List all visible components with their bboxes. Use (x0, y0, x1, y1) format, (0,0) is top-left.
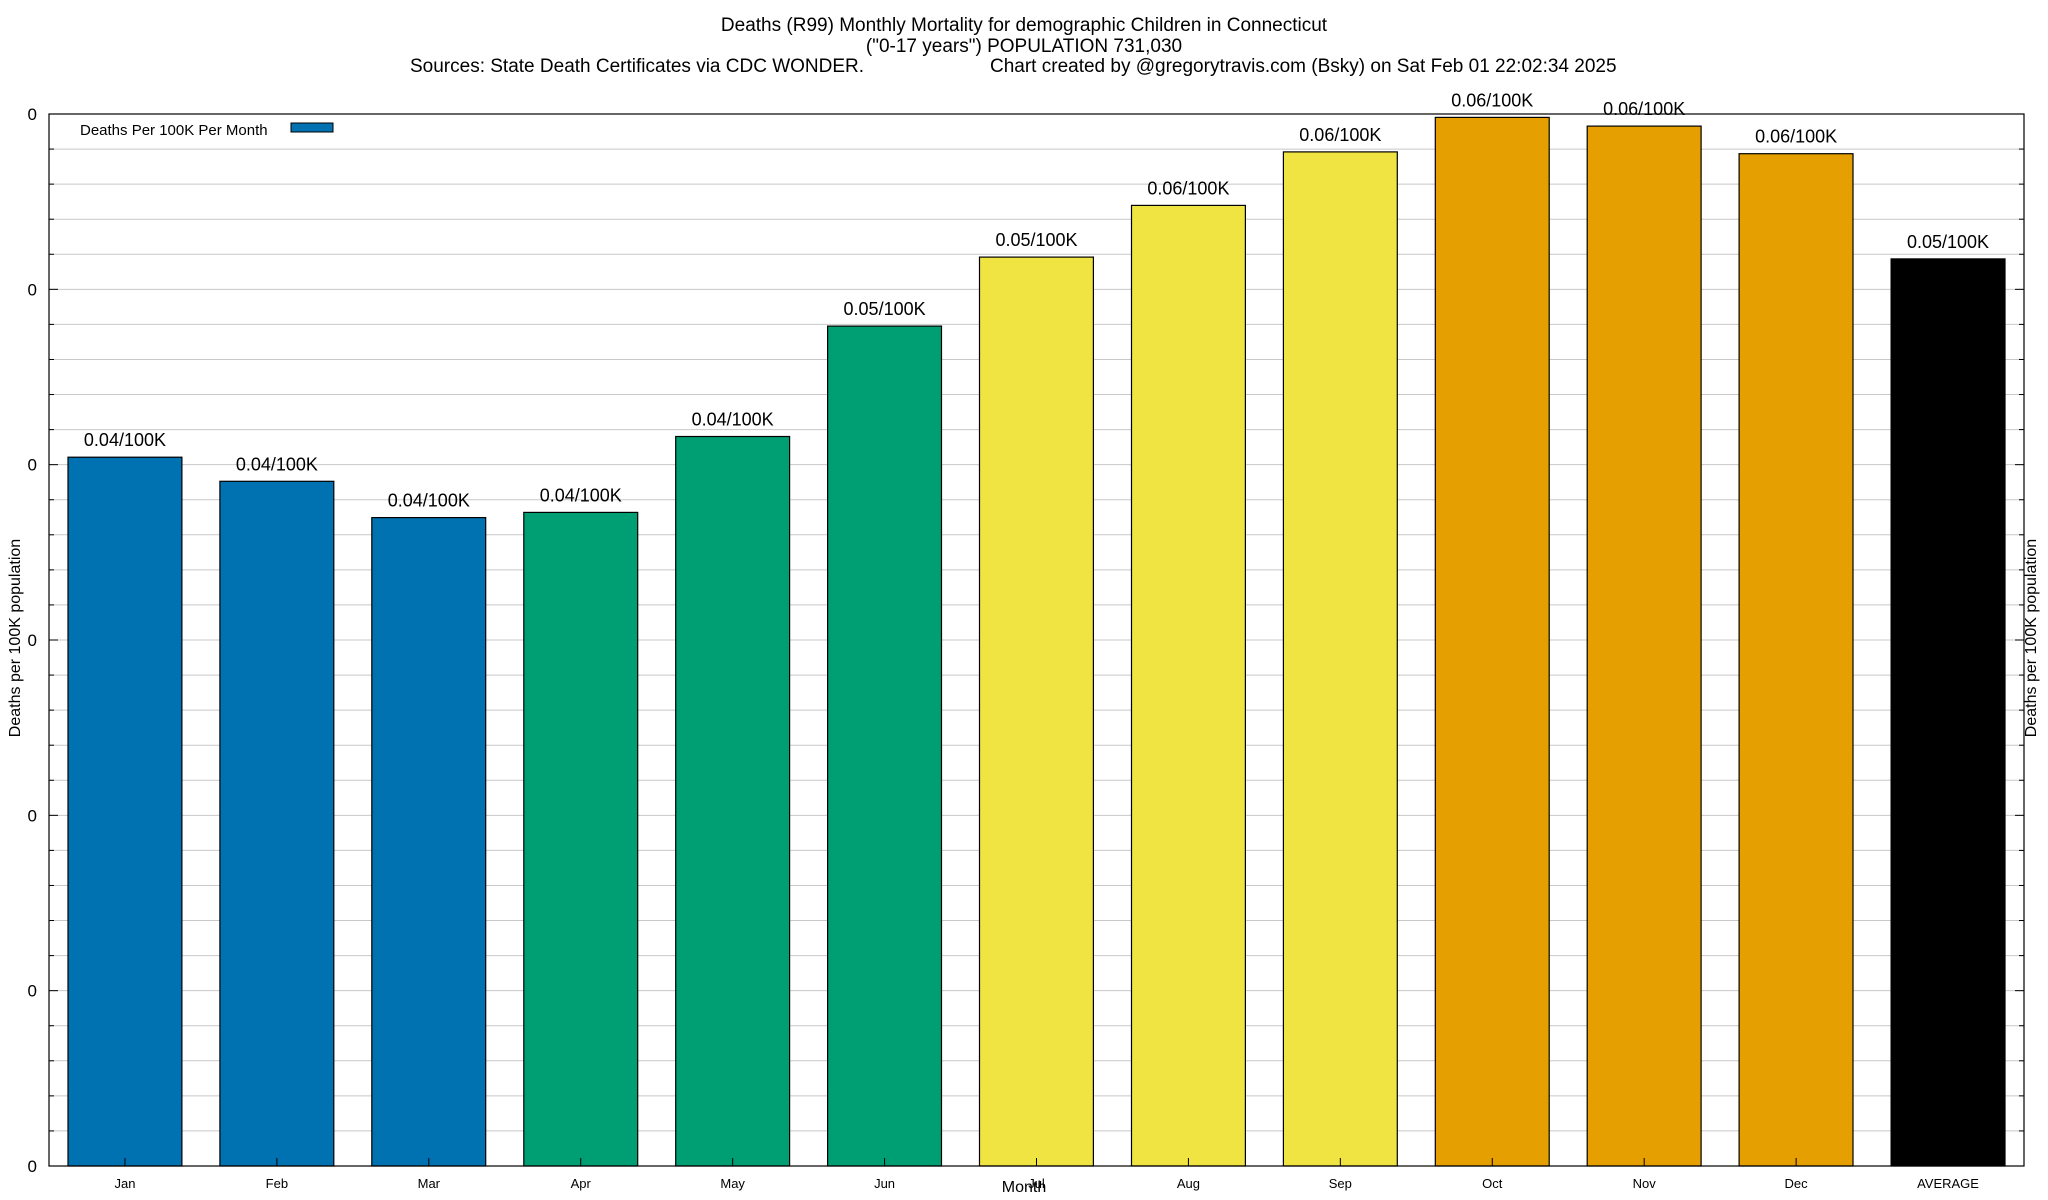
bar-aug (1130, 204, 1247, 1167)
bar-nov (1586, 125, 1702, 1167)
data-label: 0.04/100K (540, 485, 622, 505)
y-tick-label: 0 (28, 456, 37, 475)
x-tick-label: Aug (1177, 1176, 1200, 1191)
data-label: 0.04/100K (388, 491, 470, 511)
data-label: 0.06/100K (1451, 90, 1533, 110)
y-tick-label: 0 (28, 806, 37, 825)
chart-title-line-2: ("0-17 years") POPULATION 731,030 (866, 36, 1182, 57)
x-tick-label: Dec (1785, 1176, 1809, 1191)
x-tick-label: Jan (114, 1176, 135, 1191)
bar-oct (1434, 116, 1550, 1167)
plot-frame (48, 113, 2025, 1167)
data-label: 0.05/100K (844, 299, 926, 319)
y-tick-label: 0 (28, 105, 37, 124)
legend-swatch (290, 122, 334, 133)
bar-may (675, 435, 791, 1167)
y-axis-label-left: Deaths per 100K population (7, 539, 24, 737)
bar-average (1890, 258, 2006, 1167)
x-tick-label: Nov (1633, 1176, 1657, 1191)
bar-jan (67, 456, 183, 1167)
x-tick-label: Sep (1329, 1176, 1352, 1191)
x-tick-label: AVERAGE (1917, 1176, 1979, 1191)
chart-sources: Sources: State Death Certificates via CD… (410, 56, 864, 77)
chart-text: Month Deaths per 100K population Deaths pe… (7, 15, 2040, 1196)
y-tick-label: 0 (28, 280, 37, 299)
bar-dec (1738, 153, 1854, 1167)
x-tick-label: Mar (418, 1176, 441, 1191)
data-label: 0.06/100K (1755, 127, 1837, 147)
x-tick-label: Oct (1482, 1176, 1503, 1191)
x-tick-label: May (720, 1176, 745, 1191)
data-label: 0.06/100K (1603, 99, 1685, 119)
data-label: 0.05/100K (995, 230, 1077, 250)
bars (67, 116, 2006, 1167)
y-axis-label-right: Deaths per 100K population (2023, 539, 2040, 737)
axes: 0 0 0 0 0 0 0 Jan Feb Mar Apr May Jun Jul Aug Sep Oct Nov… (28, 105, 2025, 1191)
data-label: 0.05/100K (1907, 232, 1989, 252)
bar-apr (523, 511, 639, 1167)
bar-mar (371, 516, 487, 1167)
y-tick-label: 0 (28, 1157, 37, 1176)
data-label: 0.06/100K (1299, 125, 1381, 145)
x-tick-label: Jul (1028, 1176, 1045, 1191)
bar-sep (1282, 151, 1398, 1167)
bar-feb (219, 480, 335, 1167)
x-tick-label: Jun (874, 1176, 895, 1191)
chart-title-line-1: Deaths (R99) Monthly Mortality for demog… (721, 15, 1328, 36)
data-label: 0.04/100K (84, 430, 166, 450)
legend: Deaths Per 100K Per Month (80, 122, 334, 139)
bar-jun (826, 325, 943, 1167)
x-axis-label: Month (1002, 1179, 1046, 1196)
data-label: 0.06/100K (1147, 178, 1229, 198)
y-tick-label: 0 (28, 982, 37, 1001)
y-tick-label: 0 (28, 631, 37, 650)
legend-label: Deaths Per 100K Per Month (80, 122, 268, 139)
x-tick-label: Feb (266, 1176, 288, 1191)
data-label: 0.04/100K (236, 454, 318, 474)
bar-jul (978, 256, 1095, 1167)
x-tick-label: Apr (571, 1176, 592, 1191)
chart-credit: Chart created by @gregorytravis.com (Bsk… (990, 56, 1617, 77)
data-label: 0.04/100K (692, 410, 774, 430)
